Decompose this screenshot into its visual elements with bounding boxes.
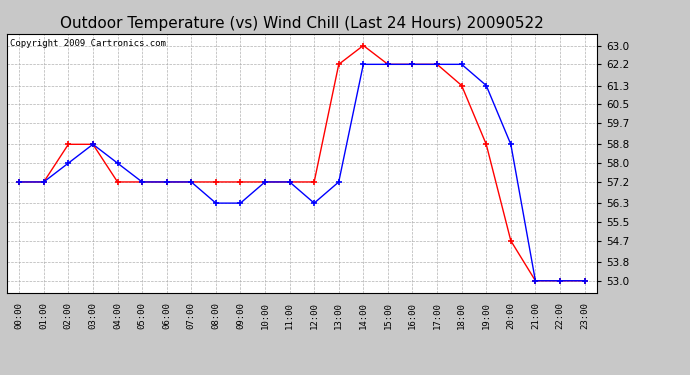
Title: Outdoor Temperature (vs) Wind Chill (Last 24 Hours) 20090522: Outdoor Temperature (vs) Wind Chill (Las…: [60, 16, 544, 31]
Text: Copyright 2009 Cartronics.com: Copyright 2009 Cartronics.com: [10, 39, 166, 48]
